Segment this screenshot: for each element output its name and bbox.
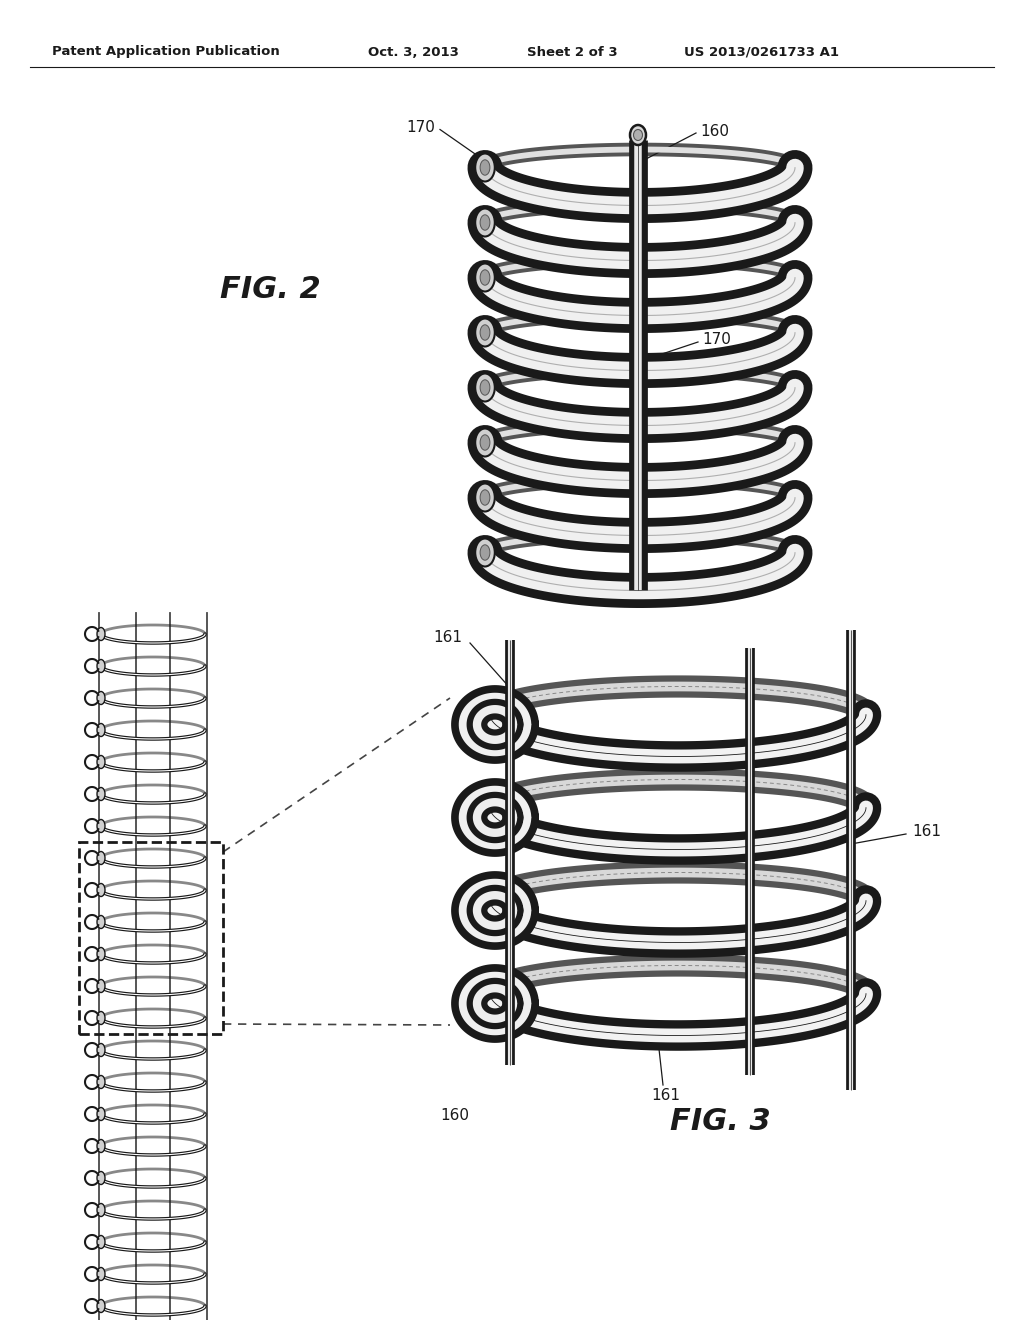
Ellipse shape bbox=[97, 883, 105, 896]
Ellipse shape bbox=[97, 1299, 105, 1312]
Ellipse shape bbox=[475, 539, 495, 566]
Ellipse shape bbox=[97, 788, 105, 800]
Ellipse shape bbox=[97, 1107, 105, 1121]
Ellipse shape bbox=[97, 1076, 105, 1089]
Ellipse shape bbox=[480, 545, 489, 560]
Text: Oct. 3, 2013: Oct. 3, 2013 bbox=[368, 45, 459, 58]
Ellipse shape bbox=[97, 1236, 105, 1249]
Ellipse shape bbox=[97, 916, 105, 928]
Bar bbox=[79, 842, 223, 1034]
Ellipse shape bbox=[480, 490, 489, 506]
Ellipse shape bbox=[475, 264, 495, 292]
Ellipse shape bbox=[97, 979, 105, 993]
Text: 170: 170 bbox=[702, 333, 731, 347]
Ellipse shape bbox=[480, 380, 489, 395]
Ellipse shape bbox=[97, 1172, 105, 1184]
Text: FIG. 3: FIG. 3 bbox=[670, 1107, 770, 1137]
Text: Sheet 2 of 3: Sheet 2 of 3 bbox=[527, 45, 617, 58]
Ellipse shape bbox=[97, 755, 105, 768]
Text: 161: 161 bbox=[433, 631, 462, 645]
Ellipse shape bbox=[97, 1139, 105, 1152]
Ellipse shape bbox=[475, 153, 495, 181]
Text: 161: 161 bbox=[912, 825, 941, 840]
Ellipse shape bbox=[97, 948, 105, 961]
Ellipse shape bbox=[475, 318, 495, 346]
Text: 161: 161 bbox=[651, 1088, 681, 1102]
Ellipse shape bbox=[97, 820, 105, 833]
Ellipse shape bbox=[97, 1044, 105, 1056]
Ellipse shape bbox=[480, 215, 489, 230]
Ellipse shape bbox=[97, 723, 105, 737]
Ellipse shape bbox=[97, 851, 105, 865]
Text: FIG. 2: FIG. 2 bbox=[219, 276, 321, 305]
Text: Patent Application Publication: Patent Application Publication bbox=[52, 45, 280, 58]
Ellipse shape bbox=[97, 1011, 105, 1024]
Text: 170: 170 bbox=[407, 120, 435, 135]
Text: 160: 160 bbox=[440, 1107, 469, 1122]
Ellipse shape bbox=[480, 434, 489, 450]
Ellipse shape bbox=[97, 692, 105, 705]
Ellipse shape bbox=[475, 429, 495, 457]
Ellipse shape bbox=[475, 374, 495, 401]
Ellipse shape bbox=[634, 129, 642, 140]
Ellipse shape bbox=[480, 160, 489, 176]
Ellipse shape bbox=[97, 1204, 105, 1217]
Ellipse shape bbox=[475, 483, 495, 511]
Text: 160: 160 bbox=[700, 124, 729, 139]
Ellipse shape bbox=[97, 627, 105, 640]
Ellipse shape bbox=[630, 125, 646, 145]
Ellipse shape bbox=[97, 660, 105, 672]
Ellipse shape bbox=[480, 325, 489, 341]
Ellipse shape bbox=[480, 269, 489, 285]
Text: US 2013/0261733 A1: US 2013/0261733 A1 bbox=[684, 45, 839, 58]
Ellipse shape bbox=[475, 209, 495, 236]
Ellipse shape bbox=[97, 1267, 105, 1280]
